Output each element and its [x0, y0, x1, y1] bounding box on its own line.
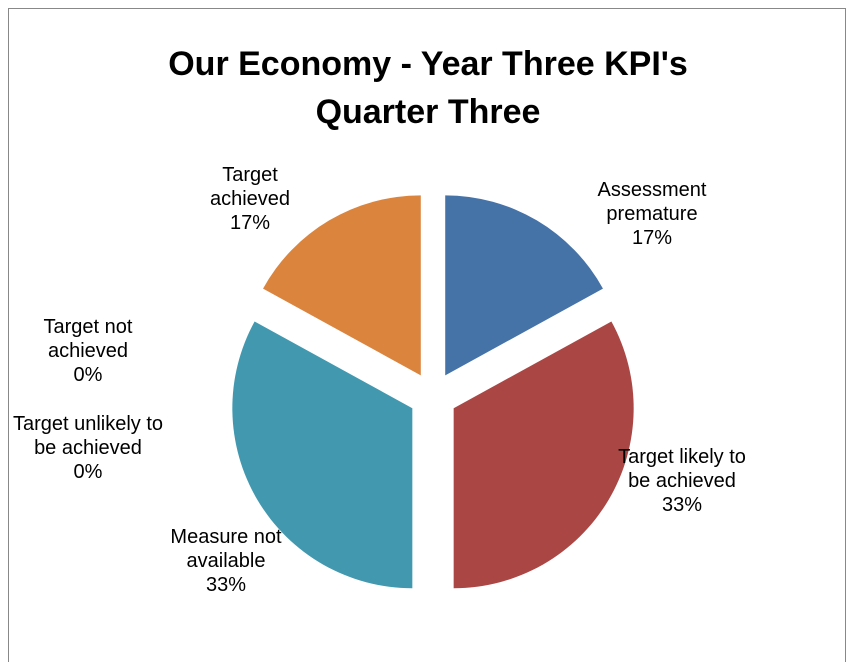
slice-name: Assessment premature [597, 179, 707, 225]
slice-label: Target achieved 17% [185, 163, 315, 235]
chart-title: Our Economy - Year Three KPI's Quarter T… [168, 45, 688, 131]
slice-name: Target unlikely to be achieved [12, 413, 164, 459]
pie-slice [445, 195, 603, 376]
slice-label: Target likely to be achieved 33% [612, 445, 752, 517]
slice-name: Target achieved [209, 164, 291, 210]
pie-slice [453, 321, 634, 589]
slice-name: Target not achieved [43, 316, 133, 362]
slice-name: Measure not available [170, 526, 282, 572]
slice-value: 33% [205, 574, 247, 596]
slice-value: 0% [73, 364, 103, 386]
chart-frame [8, 8, 846, 662]
slice-label: Target unlikely to be achieved 0% [8, 412, 168, 484]
slice-label: Assessment premature 17% [577, 178, 727, 250]
slice-label: Target not achieved 0% [23, 315, 153, 387]
slice-value: 17% [229, 212, 271, 234]
slice-value: 33% [661, 494, 703, 516]
slice-label: Measure not available 33% [151, 525, 301, 597]
slice-name: Target likely to be achieved [618, 446, 746, 492]
slice-value: 17% [631, 227, 673, 249]
slice-value: 0% [73, 461, 103, 483]
pie-slice [263, 195, 421, 376]
pie-slice [232, 321, 413, 589]
